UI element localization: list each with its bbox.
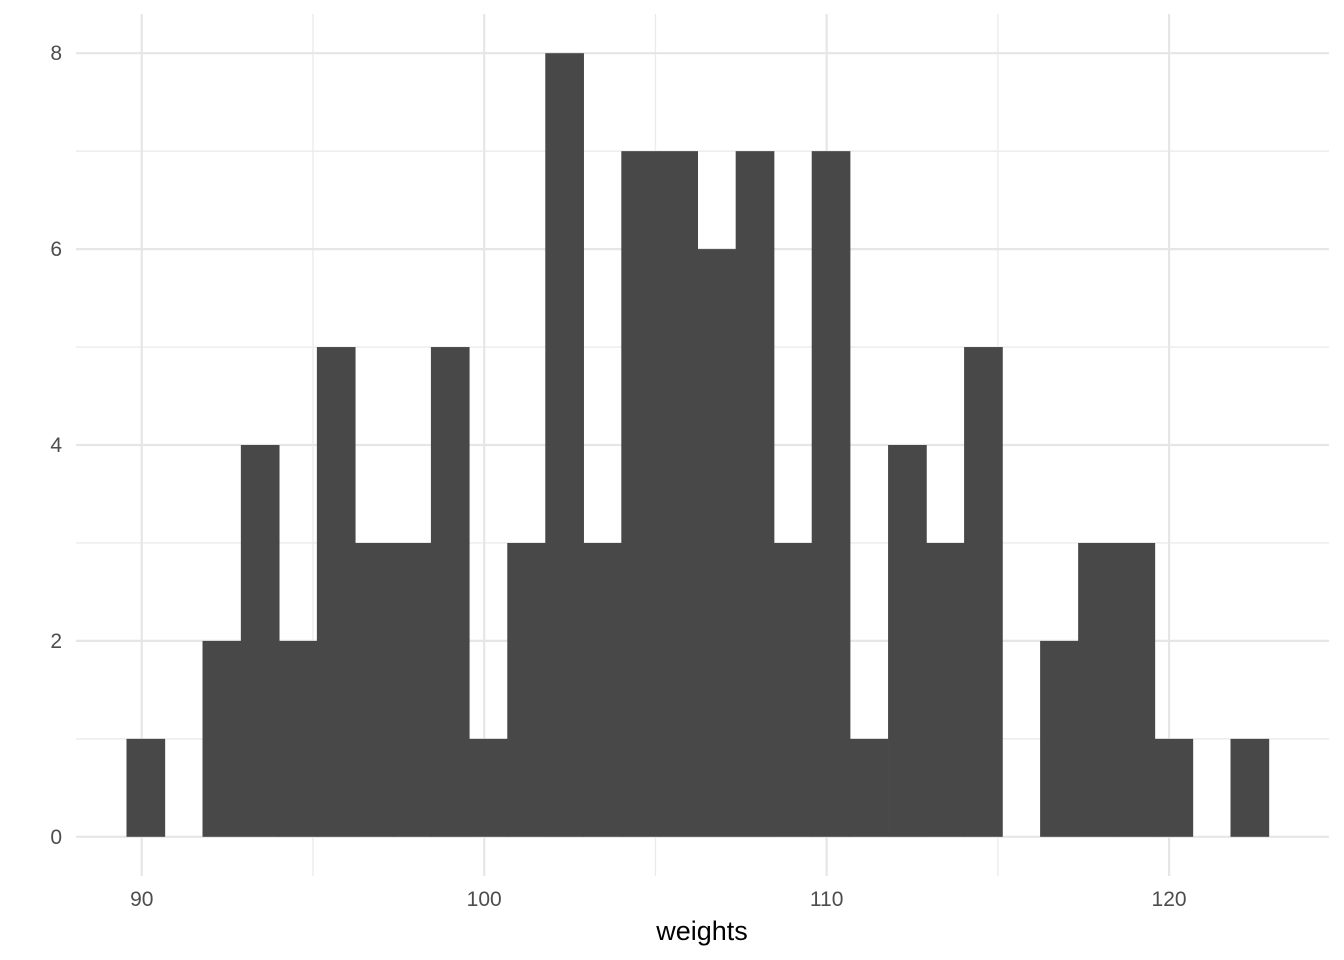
x-tick-label: 90 [130,888,153,911]
y-tick-label: 8 [50,42,62,65]
histogram-bar [583,542,622,837]
histogram-bar [316,347,356,837]
histogram-bar [202,640,242,837]
y-tick-label: 6 [50,238,62,261]
histogram-bar [926,542,965,837]
histogram-bar [888,445,927,837]
histogram-bar [1078,542,1117,837]
x-tick-label: 120 [1152,888,1187,911]
histogram-bar [964,347,1003,837]
histogram-bar [392,542,432,837]
y-tick-label: 4 [50,434,62,457]
histogram-bar [354,542,394,837]
histogram-bar [1116,542,1156,837]
histogram-bar [811,151,851,837]
histogram-bar [430,347,470,837]
histogram-bar [659,151,698,837]
histogram-bar [545,53,584,837]
histogram-bar [469,738,508,837]
histogram-bar [697,249,737,837]
y-tick-label: 2 [50,630,62,653]
histogram-bar [240,445,280,837]
histogram-bar [126,738,166,837]
y-axis-tick-labels: 0 2 4 6 8 [50,42,62,849]
histogram-bar [1230,738,1270,837]
histogram-bar [621,151,660,837]
histogram-bar [1154,738,1194,837]
histogram-bars [126,53,1270,837]
histogram-bar [735,151,775,837]
y-tick-label: 0 [50,826,62,849]
x-axis-tick-labels: 90 100 110 120 [130,888,1187,911]
x-axis-title: weights [655,916,748,946]
x-tick-label: 100 [467,888,502,911]
x-tick-label: 110 [810,888,843,911]
histogram-bar [773,542,813,837]
histogram-bar [1040,640,1079,837]
histogram-bar [278,640,318,837]
histogram-bar [507,542,546,837]
histogram-bar [849,738,889,837]
